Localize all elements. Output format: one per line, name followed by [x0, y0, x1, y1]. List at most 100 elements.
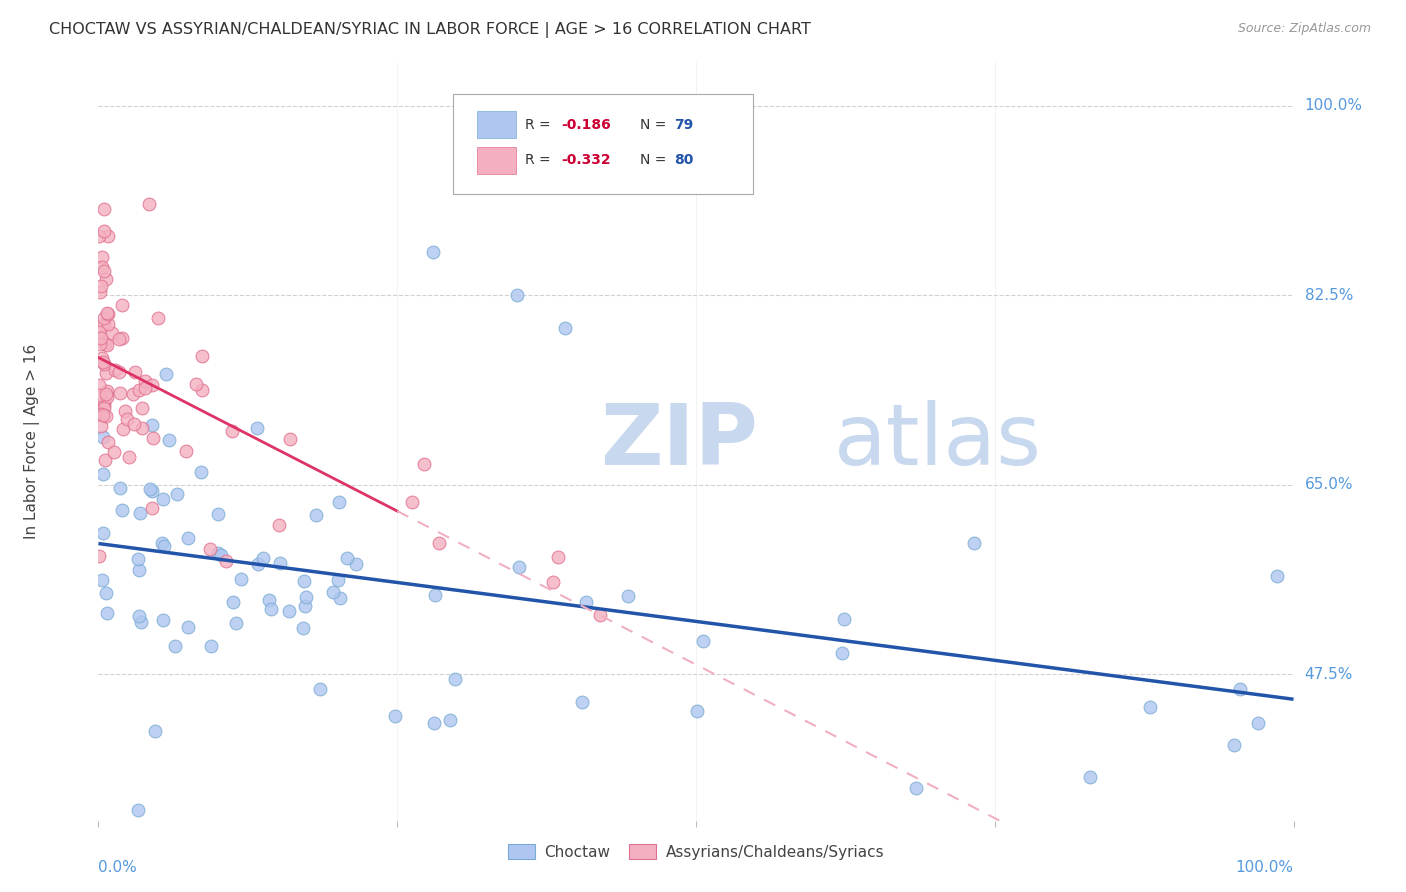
- Choctaw: [177, 532, 200, 546]
- Assyrians/Chaldeans/Syriacs: [134, 381, 156, 395]
- Assyrians/Chaldeans/Syriacs: [94, 336, 117, 351]
- Choctaw: [209, 549, 232, 563]
- Choctaw: [692, 633, 714, 648]
- Choctaw: [91, 525, 114, 540]
- Assyrians/Chaldeans/Syriacs: [103, 445, 125, 459]
- Assyrians/Chaldeans/Syriacs: [94, 272, 117, 286]
- Choctaw: [222, 595, 245, 609]
- Choctaw: [152, 613, 174, 627]
- Assyrians/Chaldeans/Syriacs: [124, 365, 146, 379]
- Text: ZIP: ZIP: [600, 400, 758, 483]
- Assyrians/Chaldeans/Syriacs: [97, 307, 120, 321]
- Choctaw: [166, 486, 188, 500]
- Assyrians/Chaldeans/Syriacs: [93, 224, 115, 238]
- Choctaw: [336, 550, 359, 565]
- Assyrians/Chaldeans/Syriacs: [108, 332, 131, 346]
- Choctaw: [291, 621, 314, 635]
- Assyrians/Chaldeans/Syriacs: [96, 409, 118, 423]
- Assyrians/Chaldeans/Syriacs: [89, 388, 111, 402]
- Text: 100.0%: 100.0%: [1236, 860, 1294, 874]
- Text: 65.0%: 65.0%: [1305, 477, 1353, 492]
- Text: 47.5%: 47.5%: [1305, 667, 1353, 681]
- Choctaw: [246, 557, 269, 571]
- Choctaw: [153, 539, 176, 553]
- Choctaw: [554, 320, 576, 334]
- Choctaw: [259, 592, 281, 607]
- Choctaw: [127, 803, 149, 817]
- Assyrians/Chaldeans/Syriacs: [89, 326, 111, 340]
- Assyrians/Chaldeans/Syriacs: [111, 331, 134, 345]
- Choctaw: [94, 586, 117, 600]
- Choctaw: [246, 421, 269, 435]
- Assyrians/Chaldeans/Syriacs: [93, 202, 115, 216]
- Assyrians/Chaldeans/Syriacs: [138, 197, 160, 211]
- Text: 0.0%: 0.0%: [98, 860, 138, 874]
- Choctaw: [129, 615, 152, 630]
- Assyrians/Chaldeans/Syriacs: [413, 457, 436, 471]
- Assyrians/Chaldeans/Syriacs: [280, 432, 302, 446]
- Text: 100.0%: 100.0%: [1305, 98, 1362, 113]
- Choctaw: [295, 590, 318, 604]
- Assyrians/Chaldeans/Syriacs: [96, 390, 118, 404]
- Choctaw: [90, 573, 112, 587]
- Assyrians/Chaldeans/Syriacs: [221, 424, 243, 438]
- Assyrians/Chaldeans/Syriacs: [91, 355, 114, 369]
- Text: atlas: atlas: [834, 400, 1042, 483]
- Choctaw: [1080, 770, 1102, 784]
- Choctaw: [423, 716, 446, 731]
- Assyrians/Chaldeans/Syriacs: [94, 366, 117, 380]
- FancyBboxPatch shape: [453, 95, 754, 194]
- Assyrians/Chaldeans/Syriacs: [89, 285, 111, 299]
- Assyrians/Chaldeans/Syriacs: [541, 575, 564, 590]
- Assyrians/Chaldeans/Syriacs: [97, 434, 120, 449]
- Choctaw: [111, 503, 134, 517]
- Assyrians/Chaldeans/Syriacs: [87, 229, 110, 244]
- Choctaw: [141, 417, 163, 432]
- Choctaw: [686, 704, 709, 718]
- Legend: Choctaw, Assyrians/Chaldeans/Syriacs: Choctaw, Assyrians/Chaldeans/Syriacs: [502, 838, 890, 866]
- Assyrians/Chaldeans/Syriacs: [90, 331, 112, 345]
- Assyrians/Chaldeans/Syriacs: [93, 394, 115, 409]
- Assyrians/Chaldeans/Syriacs: [93, 357, 115, 371]
- Assyrians/Chaldeans/Syriacs: [89, 378, 111, 392]
- Assyrians/Chaldeans/Syriacs: [547, 550, 569, 565]
- Choctaw: [139, 482, 162, 496]
- Assyrians/Chaldeans/Syriacs: [90, 419, 112, 434]
- Assyrians/Chaldeans/Syriacs: [94, 386, 117, 401]
- Assyrians/Chaldeans/Syriacs: [93, 264, 115, 278]
- Assyrians/Chaldeans/Syriacs: [97, 228, 120, 243]
- Assyrians/Chaldeans/Syriacs: [93, 398, 115, 412]
- Choctaw: [1223, 738, 1246, 752]
- Choctaw: [129, 506, 152, 520]
- Choctaw: [200, 639, 222, 653]
- FancyBboxPatch shape: [477, 146, 516, 174]
- Choctaw: [294, 599, 316, 613]
- Choctaw: [225, 615, 247, 630]
- Choctaw: [91, 430, 114, 444]
- Text: R =: R =: [524, 153, 555, 167]
- Text: -0.332: -0.332: [561, 153, 610, 167]
- Choctaw: [152, 491, 174, 506]
- Assyrians/Chaldeans/Syriacs: [142, 432, 165, 446]
- Assyrians/Chaldeans/Syriacs: [101, 326, 124, 340]
- Choctaw: [574, 594, 596, 608]
- Assyrians/Chaldeans/Syriacs: [87, 549, 110, 563]
- Assyrians/Chaldeans/Syriacs: [215, 554, 238, 568]
- Choctaw: [229, 572, 252, 586]
- Assyrians/Chaldeans/Syriacs: [96, 306, 118, 320]
- Text: Source: ZipAtlas.com: Source: ZipAtlas.com: [1237, 22, 1371, 36]
- Assyrians/Chaldeans/Syriacs: [122, 387, 145, 401]
- Choctaw: [328, 494, 350, 508]
- Choctaw: [422, 244, 444, 259]
- Choctaw: [292, 574, 315, 588]
- Choctaw: [128, 563, 150, 577]
- Choctaw: [145, 723, 167, 738]
- Assyrians/Chaldeans/Syriacs: [128, 383, 150, 397]
- Choctaw: [1265, 568, 1288, 582]
- Choctaw: [155, 367, 177, 381]
- Assyrians/Chaldeans/Syriacs: [90, 278, 112, 293]
- Assyrians/Chaldeans/Syriacs: [401, 495, 423, 509]
- Choctaw: [141, 484, 163, 499]
- Text: -0.186: -0.186: [561, 118, 610, 132]
- Assyrians/Chaldeans/Syriacs: [110, 386, 132, 401]
